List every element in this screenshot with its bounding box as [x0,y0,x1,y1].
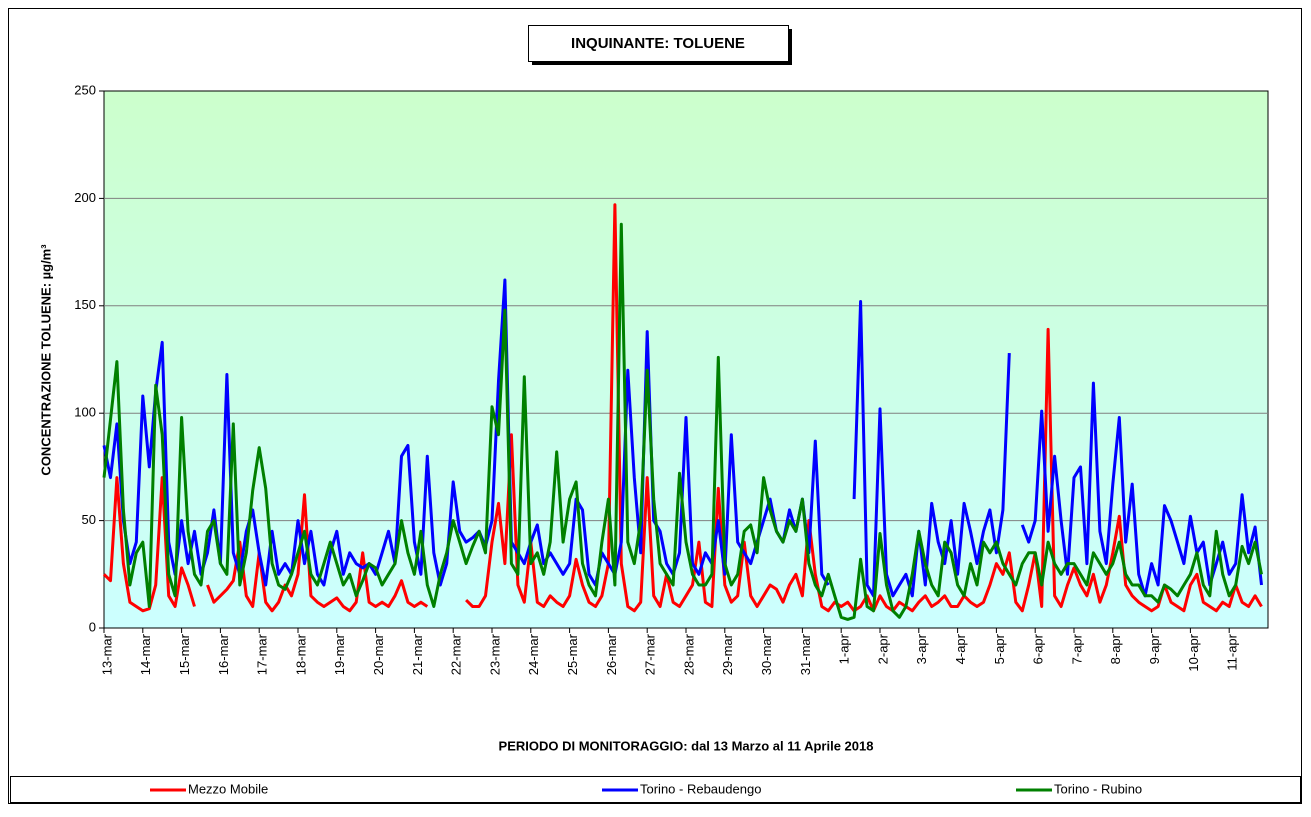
x-tick-label: 20-mar [371,633,386,675]
x-tick-label: 3-apr [914,633,929,664]
x-tick-label: 7-apr [1069,633,1084,664]
x-tick-label: 15-mar [177,633,192,675]
x-tick-label: 25-mar [565,633,580,675]
series-line [102,203,1263,613]
series-line [102,278,1263,598]
x-tick-label: 29-mar [720,633,735,675]
x-tick-label: 23-mar [487,633,502,675]
x-tick-label: 30-mar [759,633,774,675]
x-tick-label: 14-mar [138,633,153,675]
legend-label: Mezzo Mobile [188,781,268,796]
y-tick-label: 250 [74,82,96,97]
x-tick-label: 6-apr [1031,633,1046,664]
x-tick-label: 9-apr [1147,633,1162,664]
x-tick-label: 16-mar [216,633,231,675]
x-tick-label: 31-mar [798,633,813,675]
chart-title: INQUINANTE: TOLUENE [571,35,745,52]
x-axis-label: PERIODO DI MONITORAGGIO: dal 13 Marzo al… [499,738,874,753]
legend-label: Torino - Rebaudengo [640,781,761,796]
title-box [528,25,789,62]
y-tick-label: 50 [82,512,96,527]
y-axis-label: CONCENTRAZIONE TOLUENE: µg/m³ [38,244,53,476]
x-tick-label: 26-mar [604,633,619,675]
x-tick-label: 11-apr [1225,633,1240,670]
y-tick-label: 0 [89,619,96,634]
legend [10,776,1301,803]
x-tick-label: 17-mar [255,633,270,675]
legend-label: Torino - Rubino [1054,781,1142,796]
x-tick-label: 2-apr [875,633,890,664]
x-tick-label: 21-mar [410,633,425,675]
x-tick-label: 18-mar [293,633,308,675]
y-tick-label: 100 [74,405,96,420]
x-tick-label: 1-apr [837,633,852,664]
x-tick-label: 4-apr [953,633,968,664]
series-line [102,222,1263,621]
y-tick-label: 200 [74,190,96,205]
x-tick-label: 27-mar [643,633,658,675]
x-tick-label: 19-mar [332,633,347,675]
x-tick-label: 28-mar [681,633,696,675]
x-tick-label: 13-mar [99,633,114,675]
x-tick-label: 5-apr [992,633,1007,664]
x-tick-label: 8-apr [1108,633,1123,664]
x-tick-label: 22-mar [449,633,464,675]
y-tick-label: 150 [74,297,96,312]
x-tick-label: 24-mar [526,633,541,675]
x-tick-label: 10-apr [1186,633,1201,671]
